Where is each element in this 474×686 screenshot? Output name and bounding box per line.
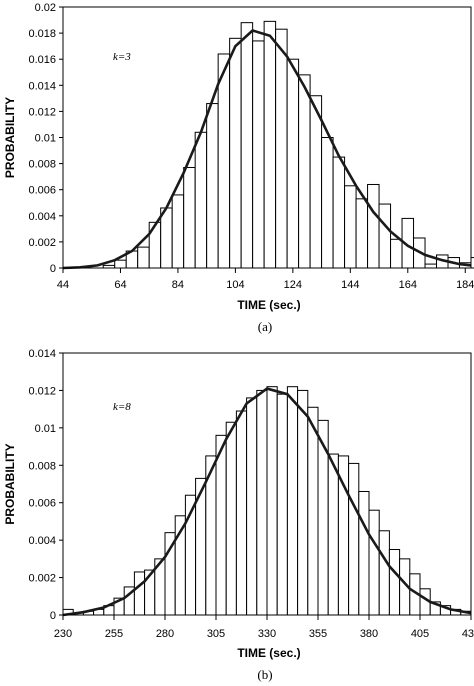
y-tick-label: 0.01 [35, 423, 56, 435]
y-tick-label: 0.006 [28, 498, 56, 510]
y-tick-label: 0.01 [35, 133, 56, 145]
panel-label: (b) [257, 667, 272, 682]
panel-label: (a) [258, 319, 272, 334]
y-tick-label: 0.018 [28, 28, 56, 40]
chart-a: 0 0.002 0.004 0.006 0.008 0.01 0.012 0.014 0.016… [3, 2, 474, 334]
y-tick-label: 0 [50, 610, 56, 622]
x-tick-label: 405 [411, 628, 429, 640]
x-tick-label: 305 [207, 628, 225, 640]
y-tick-label: 0.008 [28, 159, 56, 171]
x-tick-label: 84 [172, 279, 184, 291]
histogram-bar [206, 103, 219, 269]
y-tick-label: 0.006 [28, 185, 56, 197]
histogram-bar [327, 453, 339, 616]
y-ticks: 0 0.002 0.004 0.006 0.008 0.01 0.012 0.014 [28, 348, 63, 622]
histogram-bar [240, 22, 254, 269]
x-tick-label: 355 [309, 628, 327, 640]
y-tick-label: 0.012 [28, 106, 56, 118]
histogram-bar [309, 95, 323, 269]
histogram-bar [275, 28, 288, 269]
histogram-bar [160, 207, 173, 269]
histogram-bar [286, 386, 299, 616]
k-annotation: k=8 [113, 401, 131, 413]
histogram-bar [348, 462, 360, 616]
y-tick-label: 0.008 [28, 460, 56, 472]
histogram-bar [368, 509, 380, 616]
y-tick-label: 0.014 [28, 80, 56, 92]
y-axis-title: PROBABILITY [3, 443, 17, 524]
histogram-bars [62, 386, 472, 616]
chart-b: 0 0.002 0.004 0.006 0.008 0.01 0.012 0.014 230 25… [3, 348, 474, 682]
histogram-bar [252, 40, 265, 269]
y-tick-label: 0.002 [28, 573, 56, 585]
histogram-bar [194, 131, 208, 269]
histogram-bar [378, 530, 390, 616]
histogram-bar [133, 571, 146, 616]
x-ticks: 230 255 280 305 330 355 380 405 430 [54, 615, 474, 640]
histogram-bar [137, 246, 150, 269]
x-tick-label: 104 [226, 279, 244, 291]
histogram-bar [114, 259, 127, 269]
histogram-bar [332, 156, 346, 269]
y-tick-label: 0.004 [28, 535, 56, 547]
histogram-bar [307, 406, 319, 616]
histogram-bar [390, 238, 403, 269]
y-ticks: 0 0.002 0.004 0.006 0.008 0.01 0.012 0.014 0.016… [28, 2, 63, 275]
x-tick-label: 430 [462, 628, 474, 640]
x-tick-label: 44 [57, 279, 69, 291]
x-ticks: 44 64 84 104 124 144 164 184 [57, 268, 474, 291]
x-tick-label: 184 [456, 279, 474, 291]
y-axis-title: PROBABILITY [3, 97, 17, 178]
y-tick-label: 0.002 [28, 237, 56, 249]
density-curve [62, 29, 472, 270]
histogram-bar [358, 490, 370, 616]
x-tick-label: 380 [360, 628, 378, 640]
histogram-bar [321, 137, 334, 269]
histogram-bar [235, 410, 248, 616]
histogram-bar [367, 183, 380, 269]
histogram-bar [286, 58, 300, 269]
histogram-bar [229, 37, 242, 269]
x-tick-label: 230 [54, 628, 72, 640]
histogram-bar [225, 421, 237, 616]
x-tick-label: 144 [341, 279, 359, 291]
x-tick-label: 64 [114, 279, 126, 291]
y-tick-label: 0.016 [28, 54, 56, 66]
histogram-bar [344, 185, 357, 269]
y-tick-label: 0.004 [28, 211, 56, 223]
histogram-bar [256, 389, 268, 616]
histogram-bar [217, 53, 231, 269]
x-tick-label: 280 [156, 628, 174, 640]
histogram-bar [183, 167, 196, 269]
histogram-bar [246, 397, 258, 616]
histogram-bar [355, 198, 369, 269]
histogram-bar [215, 434, 227, 616]
histogram-bar [263, 20, 277, 269]
x-tick-label: 124 [284, 279, 302, 291]
x-tick-label: 164 [399, 279, 417, 291]
histogram-bar [298, 74, 311, 269]
histogram-bar [378, 203, 392, 269]
density-curve [62, 387, 472, 617]
histogram-bars [102, 20, 474, 269]
y-tick-label: 0 [50, 263, 56, 275]
histogram-bar [276, 393, 288, 616]
histogram-bar [297, 389, 309, 616]
x-axis-title: TIME (sec.) [237, 646, 300, 660]
histogram-bar [388, 549, 401, 616]
histogram-bar [266, 386, 278, 616]
x-tick-label: 255 [105, 628, 123, 640]
y-tick-label: 0.02 [35, 2, 56, 14]
k-annotation: k=3 [113, 51, 131, 63]
y-tick-label: 0.014 [28, 348, 56, 360]
histogram-bar [171, 194, 185, 269]
y-tick-label: 0.012 [28, 385, 56, 397]
histogram-bar [424, 263, 438, 269]
x-tick-label: 330 [258, 628, 276, 640]
x-axis-title: TIME (sec.) [237, 298, 300, 312]
